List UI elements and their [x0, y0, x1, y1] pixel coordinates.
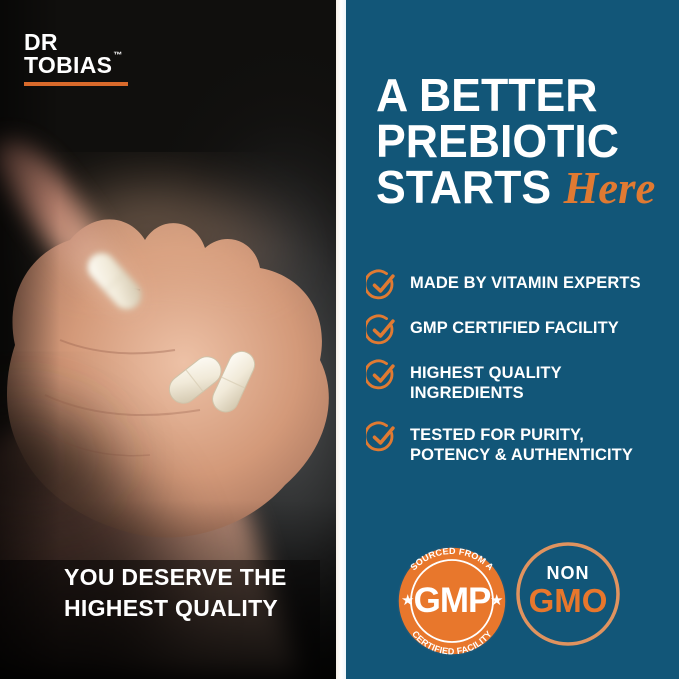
svg-text:GMP: GMP: [414, 581, 491, 620]
svg-text:NON: NON: [547, 563, 590, 583]
svg-text:★: ★: [401, 592, 414, 609]
svg-text:GMO: GMO: [529, 582, 608, 619]
svg-text:★: ★: [490, 592, 503, 609]
